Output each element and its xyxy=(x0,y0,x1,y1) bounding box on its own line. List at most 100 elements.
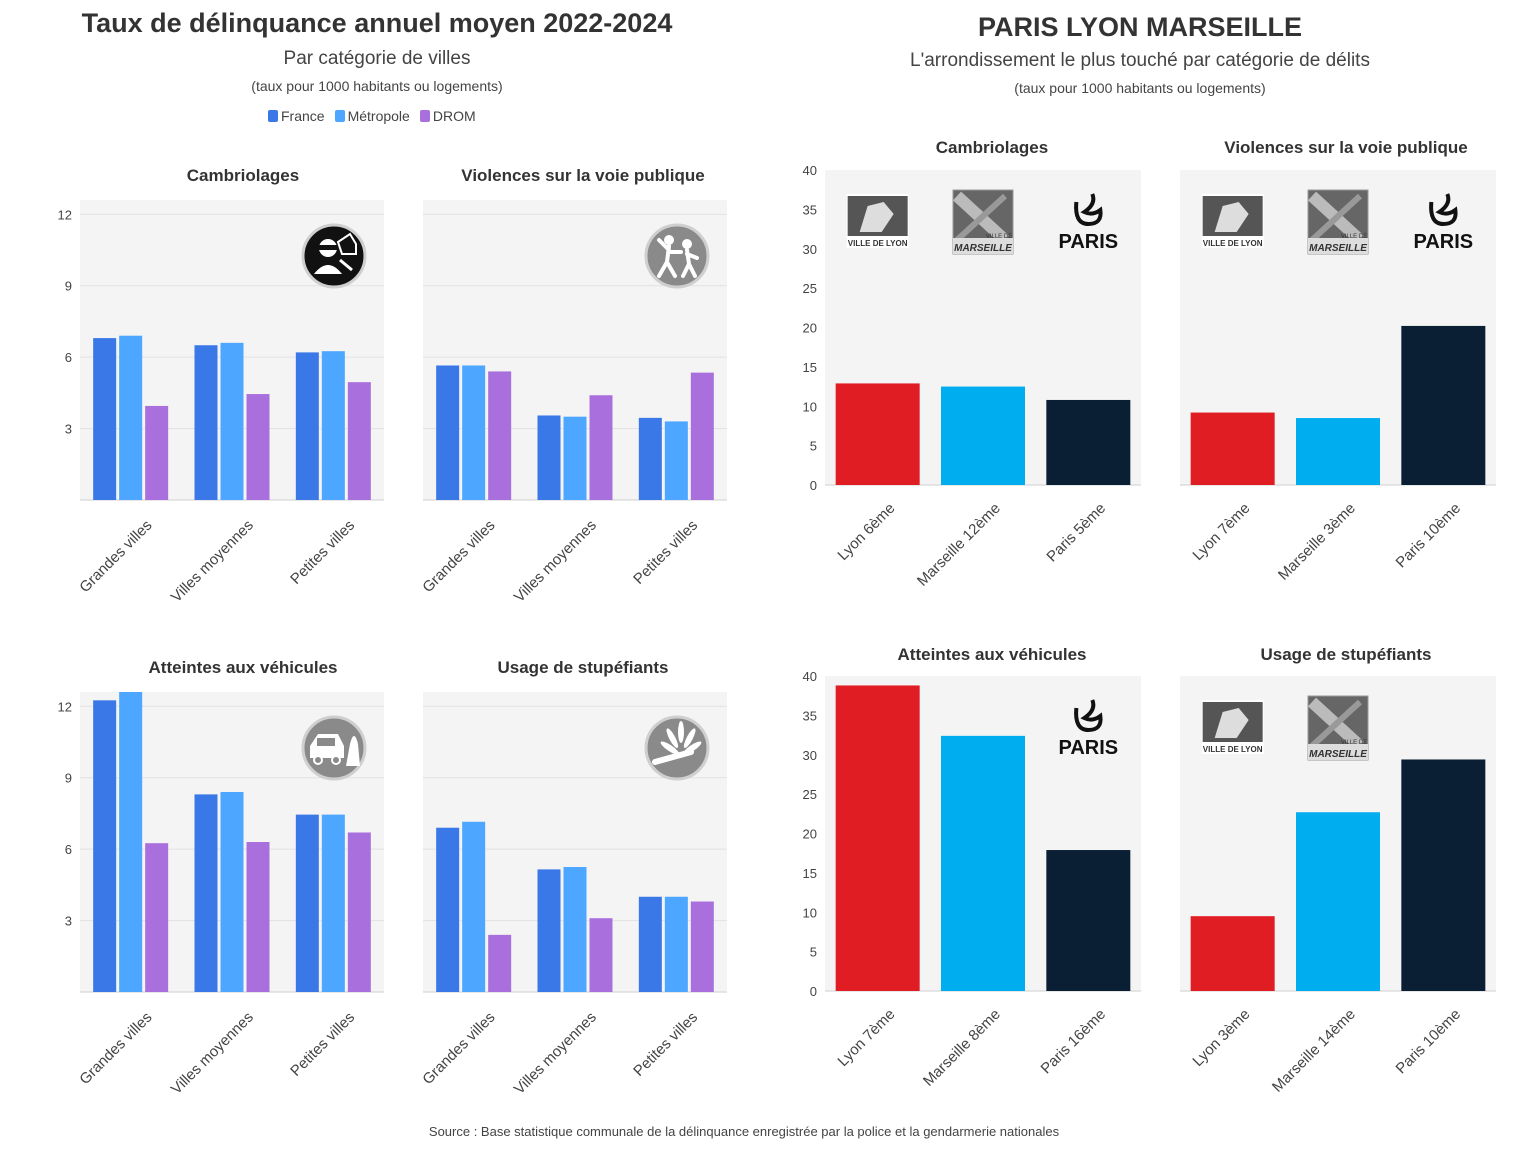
panel-title: Usage de stupéfiants xyxy=(1260,645,1432,664)
x-tick-label: Villes moyennes xyxy=(511,1009,600,1098)
legend-item-metropole[interactable]: Métropole xyxy=(334,108,410,124)
legend-label: France xyxy=(281,108,325,124)
panel-title: Atteintes aux véhicules xyxy=(897,645,1087,664)
logo-cross xyxy=(1309,193,1363,243)
logo-ship xyxy=(1074,699,1103,733)
x-tick-label: Paris 10ème xyxy=(1393,1006,1465,1078)
bar xyxy=(462,365,486,500)
y-tick-label: 5 xyxy=(810,439,817,454)
street-violence-icon xyxy=(644,223,710,289)
logo-text: PARIS xyxy=(1414,231,1474,253)
bar xyxy=(119,692,143,992)
bar xyxy=(1296,812,1380,991)
x-tick-label: Lyon 6ème xyxy=(834,500,898,564)
icon-body xyxy=(314,265,342,274)
bar xyxy=(462,821,486,992)
legend-label: DROM xyxy=(432,108,476,124)
chart-violences-plm: VILLE DE LYON VILLE DE MARSEILLE PARIS Lyon … xyxy=(1180,170,1496,584)
bar xyxy=(488,934,512,992)
bar xyxy=(941,386,1025,485)
legend: France Métropole DROM xyxy=(268,108,476,124)
bar xyxy=(638,896,662,992)
y-tick-label: 15 xyxy=(803,360,817,375)
y-tick-label: 12 xyxy=(58,699,72,714)
bar xyxy=(436,827,460,992)
bar xyxy=(93,700,117,992)
icon-figure xyxy=(346,736,360,766)
vehicle-theft-icon xyxy=(301,715,367,781)
left-main-title: Taux de délinquance annuel moyen 2022-20… xyxy=(81,8,673,38)
y-tick-label: 0 xyxy=(810,478,817,493)
marseille-logo: VILLE DE MARSEILLE xyxy=(1307,189,1369,255)
icon-head xyxy=(682,239,692,249)
x-tick-label: Grandes villes xyxy=(419,1009,498,1088)
y-tick-label: 6 xyxy=(65,350,72,365)
icon-wheel xyxy=(331,755,341,765)
y-tick-label: 3 xyxy=(65,422,72,437)
panel-title: Violences sur la voie publique xyxy=(461,166,705,185)
lyon-logo: VILLE DE LYON xyxy=(1201,700,1264,754)
x-tick-label: Marseille 14ème xyxy=(1269,1006,1359,1096)
left-note: (taux pour 1000 habitants ou logements) xyxy=(251,78,503,94)
y-tick-label: 10 xyxy=(803,905,817,920)
icon-house xyxy=(336,232,357,255)
y-tick-label: 40 xyxy=(803,669,817,684)
bar xyxy=(194,794,218,992)
bar xyxy=(220,342,244,500)
x-tick-label: Villes moyennes xyxy=(168,517,257,606)
bar xyxy=(563,867,587,992)
bar xyxy=(537,869,561,992)
logo-cross xyxy=(1309,699,1363,749)
bar xyxy=(835,383,920,485)
bar xyxy=(145,843,169,992)
bar xyxy=(119,335,143,500)
logo-text: VILLE DE xyxy=(986,234,1012,240)
x-tick-label: Petites villes xyxy=(630,1009,701,1080)
logo-text: MARSEILLE xyxy=(1309,749,1367,760)
logo-lion xyxy=(1214,202,1249,232)
bar xyxy=(347,832,371,992)
icon-figure xyxy=(681,248,699,278)
panel-title: Usage de stupéfiants xyxy=(497,658,669,677)
icon-figure xyxy=(657,238,683,278)
icon-wheel xyxy=(313,755,323,765)
bar xyxy=(537,415,561,500)
x-tick-label: Lyon 7ème xyxy=(1189,500,1253,564)
icon-leaf xyxy=(683,728,696,748)
icon-window xyxy=(317,738,335,746)
logo-text: VILLE DE xyxy=(1341,234,1367,240)
icon-circle xyxy=(301,223,367,289)
chart-vehicules-villes: 3 6 9 12 Grandes villes Villes moyennes Petite… xyxy=(58,692,384,1098)
bar xyxy=(321,351,345,500)
bar xyxy=(1401,325,1486,485)
y-tick-label: 25 xyxy=(803,787,817,802)
logo-text: PARIS xyxy=(1059,231,1119,253)
legend-item-france[interactable]: France xyxy=(268,108,325,124)
y-tick-label: 20 xyxy=(803,827,817,842)
right-subtitle: L'arrondissement le plus touché par caté… xyxy=(910,50,1370,71)
y-tick-label: 0 xyxy=(810,984,817,999)
chart-violences-villes: Grandes villes Villes moyennes Petites vil… xyxy=(419,200,727,606)
logo-text: MARSEILLE xyxy=(954,243,1012,254)
legend-item-drom[interactable]: DROM xyxy=(419,108,476,124)
x-tick-label: Grandes villes xyxy=(419,517,498,596)
logo-text: VILLE DE LYON xyxy=(1203,745,1263,754)
y-tick-label: 15 xyxy=(803,866,817,881)
bar xyxy=(488,371,512,500)
y-tick-label: 25 xyxy=(803,281,817,296)
bar xyxy=(1190,412,1275,485)
burglar-icon xyxy=(301,223,367,289)
y-tick-label: 6 xyxy=(65,842,72,857)
chart-cambriolages-villes: 3 6 9 12 Grandes villes Villes moyennes Petite… xyxy=(58,200,384,606)
y-tick-label: 9 xyxy=(65,279,72,294)
bar xyxy=(1046,399,1131,485)
icon-circle xyxy=(644,223,710,289)
y-tick-label: 35 xyxy=(803,202,817,217)
panel-title: Violences sur la voie publique xyxy=(1224,138,1468,157)
icon-crowbar xyxy=(339,258,353,272)
y-tick-label: 30 xyxy=(803,242,817,257)
x-tick-label: Marseille 12ème xyxy=(914,500,1004,590)
icon-leaf xyxy=(666,728,679,748)
legend-label: Métropole xyxy=(347,108,410,124)
icon-joint xyxy=(652,749,694,765)
